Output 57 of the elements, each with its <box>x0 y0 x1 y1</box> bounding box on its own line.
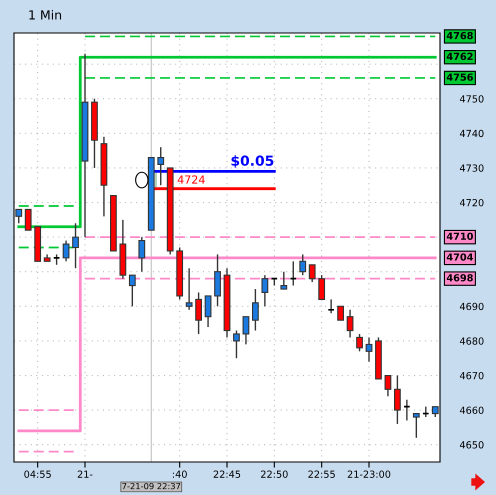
candlestick <box>318 274 326 300</box>
candlestick <box>72 222 79 269</box>
text: 7-21-09 22:37 <box>122 482 180 490</box>
candlestick <box>290 260 297 286</box>
candlestick <box>280 271 288 290</box>
data-label: 4698 <box>446 274 473 282</box>
x-tick-label: 21-23:00 <box>348 470 390 478</box>
x-tick-label: 21- <box>78 470 92 478</box>
data-label: 4710 <box>446 232 473 240</box>
candlestick <box>308 264 316 283</box>
candlestick <box>356 333 363 352</box>
y-tick-label: 4690 <box>460 302 484 310</box>
candlestick <box>15 208 22 224</box>
chart-title: 1 Min <box>29 10 62 20</box>
candlestick <box>252 288 259 332</box>
y-tick-label: 4670 <box>460 372 484 380</box>
y-tick-label: 4660 <box>460 406 484 414</box>
candlestick <box>52 254 60 266</box>
candlestick <box>195 292 202 335</box>
y-tick-label: 4720 <box>460 199 484 206</box>
data-label: 4768 <box>446 32 473 40</box>
candlestick <box>327 298 335 314</box>
candlestick <box>432 406 439 418</box>
candlestick <box>422 406 430 418</box>
data-label: 4762 <box>446 52 473 60</box>
y-tick-label: 4730 <box>460 164 484 172</box>
candlestick <box>270 278 278 286</box>
candlestick <box>138 236 146 272</box>
x-tick-label: 04:55 <box>24 470 51 478</box>
candlestick <box>242 316 250 346</box>
x-tick-label: 22:50 <box>261 470 288 478</box>
candlestick <box>384 374 392 397</box>
candlestick <box>62 240 70 262</box>
data-label: 4756 <box>446 73 473 81</box>
x-tick-label: 22:45 <box>214 470 240 478</box>
y-tick-label: 4680 <box>460 337 484 345</box>
candlestick <box>299 254 306 276</box>
candlestick <box>24 208 32 231</box>
candlestick <box>403 399 411 422</box>
candlestick <box>337 306 344 321</box>
candlestick <box>346 309 354 338</box>
x-tick-label: 22:55 <box>308 470 335 478</box>
candlestick <box>261 274 268 308</box>
data-label: 4704 <box>446 253 473 261</box>
candlestick <box>366 336 372 362</box>
candlestick <box>204 295 212 328</box>
candlestick <box>394 374 401 425</box>
data-label: 4724 <box>178 175 205 184</box>
candlestick <box>128 274 136 308</box>
y-tick-label: 4740 <box>460 130 484 138</box>
candlestick <box>233 330 240 359</box>
annotation: $0.05 <box>231 155 274 168</box>
x-tick-label: :40 <box>172 470 187 478</box>
y-tick-label: 4750 <box>460 95 484 103</box>
candlestick <box>412 412 420 438</box>
y-tick-label: 4650 <box>460 441 484 449</box>
candlestick <box>186 268 193 310</box>
